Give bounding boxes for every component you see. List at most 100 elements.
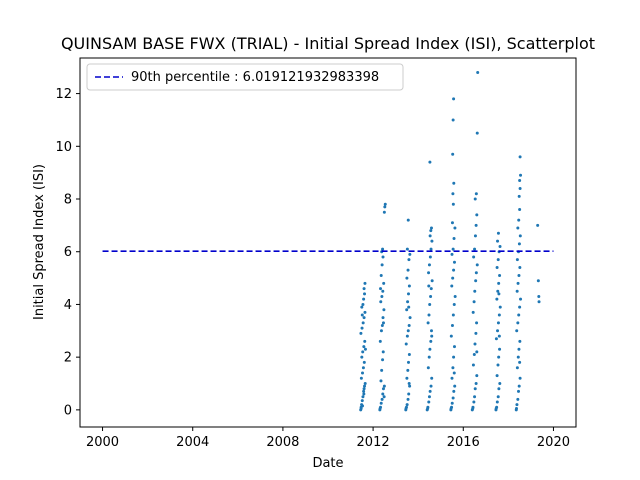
data-point [497,334,501,338]
data-point [472,300,476,304]
data-point [378,339,382,343]
data-point [518,376,522,380]
data-point [406,268,410,272]
x-tick-label: 2000 [86,435,119,450]
data-point [519,173,523,177]
data-point [452,389,456,393]
data-point [518,234,522,238]
data-point [362,316,366,320]
data-point [408,384,412,388]
chart-title: QUINSAM BASE FWX (TRIAL) - Initial Sprea… [61,34,595,53]
data-point [475,131,479,135]
data-point [497,387,501,391]
data-point [427,263,431,267]
data-point [496,231,500,235]
data-point [359,376,363,380]
x-tick-label: 2012 [357,435,390,450]
data-point [518,208,522,212]
data-point [406,329,410,333]
y-axis-label: Initial Spread Index (ISI) [32,164,47,320]
legend: 90th percentile : 6.019121932983398 [86,63,404,91]
data-point [537,295,541,299]
data-point [495,374,499,378]
data-point [406,397,410,401]
data-point [496,363,500,367]
data-point [515,366,519,370]
y-tick-label: 10 [55,140,72,155]
y-axis-ticks: 0 2 4 6 8 10 12 [55,87,80,418]
data-point [426,407,430,411]
data-point [471,407,475,411]
data-point [519,297,523,301]
data-point [517,194,521,198]
data-point [429,247,433,251]
data-point [407,353,411,357]
data-point [450,401,454,405]
data-point [430,376,434,380]
data-point [494,407,498,411]
data-point [408,252,412,256]
data-point [361,395,365,399]
y-tick-label: 4 [64,298,72,313]
data-point [518,155,522,159]
data-point [404,407,408,411]
data-point [474,279,478,283]
data-point [426,321,430,325]
data-point [382,384,386,388]
data-point [405,308,409,312]
data-point [361,302,365,306]
data-point [379,379,383,383]
y-tick-label: 0 [64,403,72,418]
data-point [450,324,454,328]
data-point [406,218,410,222]
data-point [516,321,520,325]
data-point [381,350,385,354]
data-point [360,399,364,403]
y-tick-label: 2 [64,351,72,366]
data-point [474,271,478,275]
y-tick-label: 12 [55,87,72,102]
data-point [407,382,411,386]
data-point [472,255,476,259]
data-point [380,295,384,299]
data-point [497,292,501,296]
data-point [452,181,456,185]
plot-area [80,58,576,427]
data-point [452,371,456,375]
data-point [360,313,364,317]
data-point [427,313,431,317]
data-point [517,384,521,388]
data-point [450,252,454,256]
data-point [427,355,431,359]
data-point [381,321,385,325]
data-point [498,273,502,277]
data-point [452,260,456,264]
data-point [427,271,431,275]
data-point [381,358,385,362]
data-point [516,355,520,359]
y-tick-label: 6 [64,245,72,260]
data-point [495,297,499,301]
data-point [363,339,367,343]
x-tick-label: 2004 [176,435,209,450]
data-point [380,324,384,328]
data-point [360,404,364,408]
data-point [427,400,431,404]
data-point [363,281,367,285]
data-point [405,276,409,280]
data-point [517,218,521,222]
data-point [473,234,477,238]
data-point [451,313,455,317]
data-point [428,234,432,238]
data-point [498,244,502,248]
data-point [451,202,455,206]
data-point [474,223,478,227]
data-point [449,334,453,338]
data-point [430,279,434,283]
data-point [536,223,540,227]
data-point [362,387,366,391]
data-point [362,287,366,291]
data-point [363,292,367,296]
data-point [453,384,457,388]
x-tick-label: 2020 [537,435,570,450]
